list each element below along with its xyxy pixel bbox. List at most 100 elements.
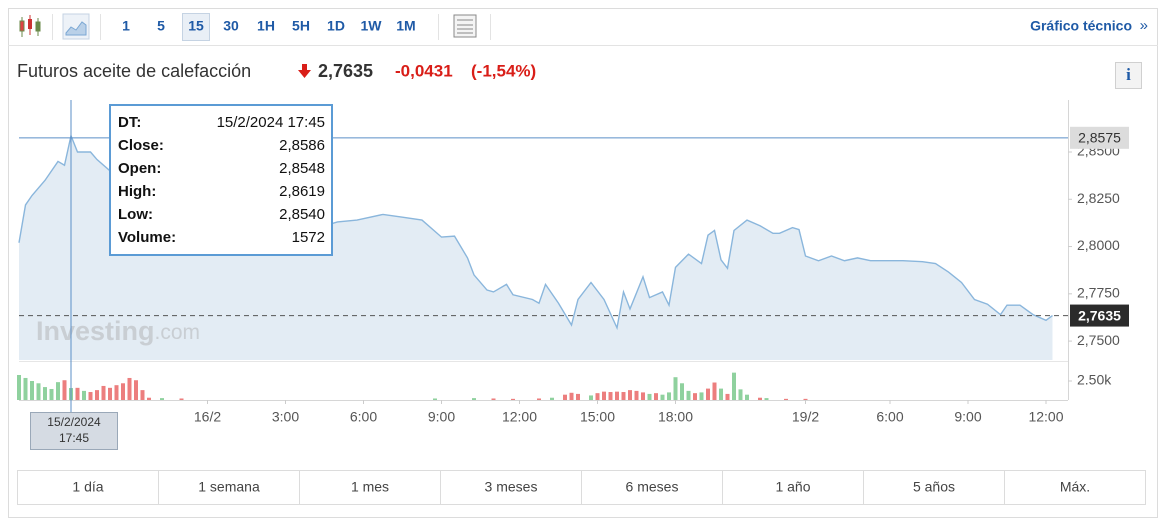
volume-bar bbox=[569, 392, 574, 400]
range-label[interactable]: 1 año bbox=[775, 479, 810, 495]
interval-selected bbox=[182, 13, 210, 41]
range-label[interactable]: 1 mes bbox=[351, 479, 389, 495]
technical-arrow[interactable]: » bbox=[1140, 17, 1148, 34]
crosshair-y-label: 2,8575 bbox=[1078, 130, 1121, 146]
y-tick-label: 2,7750 bbox=[1077, 285, 1120, 301]
range-label[interactable]: 6 meses bbox=[626, 479, 679, 495]
watermark: Investing.com bbox=[36, 316, 200, 346]
volume-bar bbox=[88, 392, 93, 400]
volume-bar bbox=[563, 394, 567, 400]
volume-bar bbox=[134, 380, 138, 400]
volume-bar bbox=[647, 393, 652, 400]
volume-bar bbox=[511, 398, 515, 400]
range-label[interactable]: 1 día bbox=[72, 479, 103, 495]
volume-bar bbox=[621, 392, 626, 400]
last-price: 2,7635 bbox=[318, 61, 373, 81]
volume-bar bbox=[712, 382, 717, 400]
volume-bar bbox=[75, 387, 80, 400]
tooltip-value: 2,8619 bbox=[279, 183, 325, 200]
range-button[interactable] bbox=[299, 470, 441, 505]
volume-bar bbox=[686, 390, 691, 400]
interval-button[interactable]: 5 bbox=[157, 18, 165, 34]
volume-bar bbox=[738, 389, 743, 400]
volume-bar bbox=[660, 394, 665, 400]
interval-button[interactable]: 15 bbox=[188, 18, 204, 34]
volume-bar bbox=[667, 392, 671, 400]
volume-bar bbox=[693, 393, 697, 400]
volume-bar bbox=[101, 385, 106, 400]
x-tick-label: 9:00 bbox=[954, 409, 981, 425]
volume-bar bbox=[43, 387, 47, 400]
last-price-label: 2,7635 bbox=[1078, 307, 1121, 323]
volume-bar bbox=[725, 393, 730, 400]
interval-button[interactable]: 1 bbox=[122, 18, 130, 34]
volume-bar bbox=[36, 383, 41, 400]
x-tick-label: 6:00 bbox=[876, 409, 903, 425]
range-button[interactable] bbox=[158, 470, 300, 505]
range-button[interactable] bbox=[863, 470, 1005, 505]
down-arrow bbox=[298, 64, 311, 78]
candles-icon[interactable] bbox=[19, 15, 41, 37]
volume-bar bbox=[49, 388, 54, 400]
interval-button[interactable]: 1W bbox=[361, 18, 383, 34]
tooltip-box bbox=[109, 104, 333, 256]
price-change: -0,0431 bbox=[395, 61, 453, 80]
volume-bar bbox=[706, 388, 710, 400]
tooltip-value: 1572 bbox=[292, 229, 325, 246]
volume-bar bbox=[82, 390, 86, 400]
volume-bar bbox=[758, 397, 762, 400]
interval-button[interactable]: 5H bbox=[292, 18, 310, 34]
range-label[interactable]: 1 semana bbox=[198, 479, 260, 495]
volume-bar bbox=[764, 398, 769, 400]
volume-bar bbox=[615, 391, 619, 400]
watermark-part: Investing bbox=[36, 316, 155, 346]
interval-button[interactable]: 1H bbox=[257, 18, 275, 34]
volume-bar bbox=[114, 385, 119, 400]
volume-bar bbox=[602, 391, 606, 400]
range-label[interactable]: 3 meses bbox=[485, 479, 538, 495]
area-icon[interactable] bbox=[62, 13, 90, 40]
interval-button[interactable]: 1M bbox=[396, 18, 415, 34]
volume-bar bbox=[673, 377, 678, 400]
range-label[interactable]: 5 años bbox=[913, 479, 955, 495]
tooltip-value: 15/2/2024 17:45 bbox=[217, 114, 325, 131]
table-icon[interactable] bbox=[453, 14, 477, 38]
x-tick-label: 15:00 bbox=[580, 409, 615, 425]
volume-bar bbox=[784, 398, 788, 400]
last-price-tag bbox=[1070, 304, 1129, 327]
volume-bar bbox=[654, 393, 658, 400]
range-button[interactable] bbox=[440, 470, 582, 505]
tooltip-value: 2,8548 bbox=[279, 160, 325, 177]
volume-bar bbox=[433, 398, 437, 400]
info-icon[interactable]: i bbox=[1126, 65, 1131, 84]
crosshair-y-tag bbox=[1070, 126, 1129, 149]
technical-link[interactable]: Gráfico técnico bbox=[1030, 18, 1132, 34]
interval-button[interactable]: 30 bbox=[223, 18, 239, 34]
range-button[interactable] bbox=[1004, 470, 1146, 505]
volume-bar bbox=[56, 382, 60, 400]
volume-bar bbox=[179, 398, 184, 400]
interval-button[interactable]: 1D bbox=[327, 18, 345, 34]
crosshair-x-tag bbox=[30, 412, 118, 450]
crosshair-x-label: 17:45 bbox=[59, 431, 89, 445]
volume-bar bbox=[95, 390, 99, 400]
x-tick-label: 18:00 bbox=[658, 409, 693, 425]
info-button[interactable] bbox=[1115, 62, 1142, 89]
range-label[interactable]: Máx. bbox=[1060, 479, 1090, 495]
volume-bar bbox=[147, 397, 151, 400]
volume-bar bbox=[140, 390, 145, 400]
x-tick-label: 6:00 bbox=[350, 409, 377, 425]
range-button[interactable] bbox=[17, 470, 159, 505]
volume-bar bbox=[608, 392, 613, 400]
crosshair-x-label: 15/2/2024 bbox=[47, 415, 101, 429]
x-tick-label: 9:00 bbox=[428, 409, 455, 425]
volume-bar bbox=[17, 374, 21, 400]
tooltip-key: DT: bbox=[118, 114, 141, 131]
volume-bar bbox=[62, 380, 67, 400]
range-button[interactable] bbox=[581, 470, 723, 505]
volume-bar bbox=[23, 377, 28, 400]
volume-bar bbox=[589, 395, 593, 400]
tooltip-value: 2,8586 bbox=[279, 137, 325, 154]
